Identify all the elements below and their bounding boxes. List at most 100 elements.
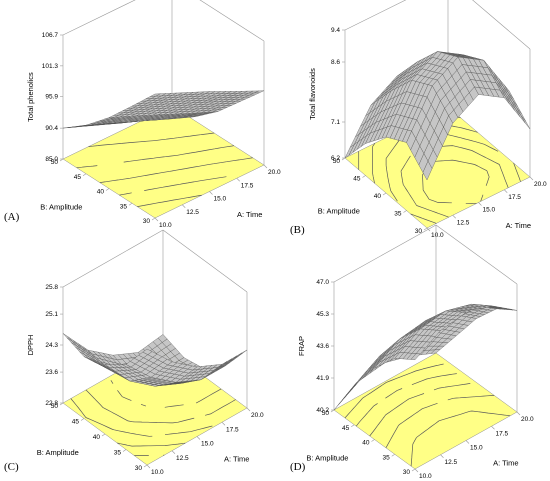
y-tick-label: 30 [415,228,423,235]
panel-letter: (D) [290,461,306,473]
y-tick-label: 35 [114,450,122,457]
y-axis: 30 35 40 45 50 B: Amplitude [40,158,156,225]
chart-panel-b: 6.2 7.1 8.6 9.4 Total flavonoids 10.0 12.5 15.0… [290,0,547,239]
z-axis-label: Total phenolics [26,72,35,122]
z-axis: 85.0 90.4 95.9 101.3 106.7 Total phenolics [26,32,63,163]
x-axis: 10.0 12.5 15.0 17.5 20.0 A: Time [154,164,281,229]
z-axis: 6.2 7.1 8.6 9.4 Total flavonoids [308,27,345,162]
x-tick-label: 15.0 [470,445,483,452]
panel-letter: (C) [4,461,19,473]
y-axis: 30 35 40 45 50 B: Amplitude [318,157,428,235]
x-tick-mark [146,464,151,469]
x-tick-label: 10.0 [159,222,172,229]
floor-plane [333,352,518,470]
x-tick-label: 10.0 [419,473,432,480]
y-axis-label: B: Amplitude [318,207,360,216]
chart-panel-d: 40.2 41.9 43.6 45.3 47.0 FRAP 10.0 12.5 15.0 17.5… [290,224,534,480]
z-tick-label: 25.8 [45,284,58,291]
y-tick-label: 45 [72,419,80,426]
panel-letter: (A) [4,211,20,223]
contour-line [385,395,495,448]
surface-cell [142,348,153,355]
box-edge [472,0,531,50]
x-tick-label: 10.0 [151,469,164,476]
y-tick-mark [105,188,110,191]
z-tick-label: 45.3 [316,311,329,318]
y-tick-label: 50 [51,159,59,166]
x-tick-label: 15.0 [214,196,227,203]
z-tick-label: 8.6 [331,59,340,66]
x-tick-label: 12.5 [457,219,470,226]
x-tick-mark [529,176,534,181]
y-tick-mark [371,439,375,442]
y-tick-mark [341,157,346,161]
x-tick-label: 12.5 [445,459,458,466]
x-axis-label: A: Time [237,210,262,219]
y-tick-mark [411,468,416,472]
surface-cell [520,115,531,130]
response-surface [62,333,248,387]
x-tick-mark [465,440,470,444]
surface-cell [150,93,161,97]
box-edge [435,224,518,285]
surface-cell [410,353,421,360]
surface-cell [422,160,433,181]
x-tick-label: 15.0 [483,207,496,214]
x-tick-mark [504,189,508,193]
z-tick-label: 101.3 [42,63,59,70]
z-tick-label: 24.3 [45,342,58,349]
x-tick-mark [414,468,419,473]
y-tick-label: 40 [374,193,382,200]
z-tick-label: 6.2 [331,155,340,162]
x-axis: 10.0 12.5 15.0 17.5 20.0 A: Time [146,407,264,476]
contour-line [369,383,471,437]
x-tick-label: 20.0 [534,181,547,188]
y-tick-label: 50 [51,403,59,410]
x-tick-label: 12.5 [186,209,199,216]
y-tick-mark [151,217,156,221]
y-tick-mark [362,175,366,178]
x-tick-label: 17.5 [508,194,521,201]
y-axis-label: B: Amplitude [306,454,348,463]
z-axis-label: DPPH [26,335,35,356]
z-tick-label: 41.9 [316,375,329,382]
z-tick-label: 85.0 [45,156,58,163]
z-tick-label: 43.6 [316,343,329,350]
x-tick-mark [196,436,201,440]
y-tick-mark [59,402,64,406]
chart-panel-a: 85.0 90.4 95.9 101.3 106.7 Total phenolics 10.… [4,0,281,229]
z-axis: 22.8 23.6 24.3 25.1 25.8 DPPH [26,284,63,407]
x-tick-mark [236,178,240,182]
y-tick-label: 45 [342,425,350,432]
x-tick-label: 12.5 [176,455,189,462]
y-tick-mark [59,158,64,162]
y-tick-label: 35 [383,454,391,461]
z-tick-label: 90.4 [45,125,58,132]
y-tick-label: 30 [135,465,143,472]
x-axis-label: A: Time [224,455,249,464]
y-tick-label: 45 [353,176,361,183]
x-tick-mark [209,191,213,195]
z-tick-label: 106.7 [42,32,59,39]
contour-line [119,176,227,196]
y-tick-label: 40 [362,440,370,447]
x-tick-mark [171,450,176,454]
contour-line [99,157,253,183]
x-tick-mark [516,411,521,416]
contour-lines [70,380,236,456]
box-edge [344,0,407,31]
response-surface [62,90,265,129]
y-tick-label: 30 [403,469,411,476]
x-tick-mark [478,202,482,206]
z-axis-label: Total flavonoids [308,68,317,120]
y-tick-mark [351,424,355,427]
z-tick-label: 47.0 [316,279,329,286]
contour-line [137,194,202,207]
z-tick-label: 95.9 [45,94,58,101]
y-tick-label: 35 [120,203,128,210]
box-edge [199,0,265,42]
y-axis-label: B: Amplitude [40,203,82,212]
y-tick-mark [143,464,148,468]
x-tick-mark [221,422,226,426]
